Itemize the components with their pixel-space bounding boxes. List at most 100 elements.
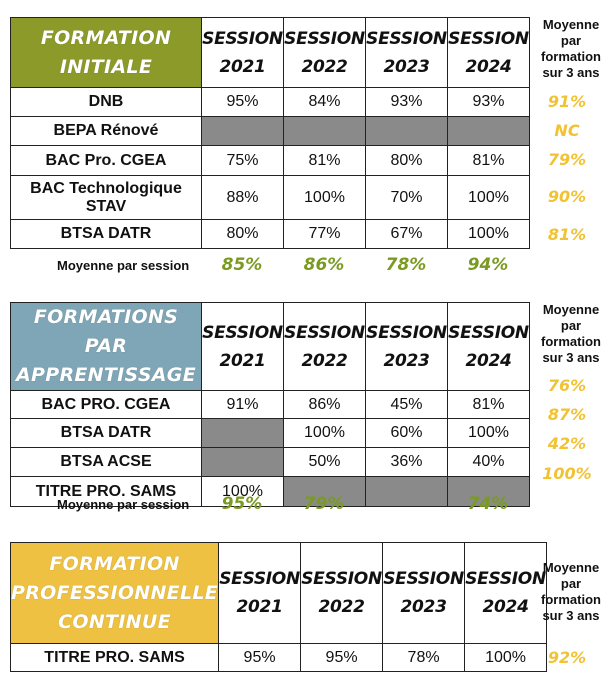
cell-value: 67% bbox=[365, 219, 448, 249]
session-year: 2024 bbox=[465, 350, 512, 371]
header-session-2024: SESSION 2024 bbox=[447, 17, 530, 88]
title-line: APPRENTISSAGE bbox=[16, 364, 196, 386]
empty-cell bbox=[365, 476, 448, 507]
title-line: FORMATIONS PAR bbox=[33, 306, 179, 357]
session-label: SESSION bbox=[219, 569, 300, 589]
session-year: 2024 bbox=[482, 597, 529, 617]
cell-value: 91% bbox=[201, 390, 284, 419]
cell-value: 80% bbox=[201, 219, 284, 249]
header-session-2022: SESSION 2022 bbox=[283, 17, 366, 88]
table-row: TITRE PRO. SAMS 100% bbox=[10, 476, 530, 507]
empty-cell bbox=[447, 476, 530, 507]
session-label: SESSION bbox=[448, 322, 529, 343]
cell-value: 80% bbox=[365, 145, 448, 176]
row-label-line: BAC Technologique bbox=[30, 179, 182, 197]
session-year: 2023 bbox=[383, 56, 430, 77]
session-average: 79% bbox=[303, 494, 345, 514]
cell-value: 75% bbox=[201, 145, 284, 176]
cell-value: 77% bbox=[283, 219, 366, 249]
session-year: 2021 bbox=[236, 597, 283, 617]
cell-value: 93% bbox=[365, 87, 448, 117]
cell-value: 86% bbox=[283, 390, 366, 419]
row-label: TITRE PRO. SAMS bbox=[9, 643, 220, 672]
session-average: 95% bbox=[221, 494, 263, 514]
table-row: BAC Technologique STAV 88% 100% 70% 100% bbox=[10, 175, 530, 220]
header-session-2021: SESSION 2021 bbox=[201, 302, 284, 391]
title-line: FORMATION bbox=[40, 26, 172, 49]
table-formation-continue: FORMATION PROFESSIONNELLE CONTINUE SESSI… bbox=[9, 542, 548, 672]
session-average: 94% bbox=[467, 255, 509, 275]
session-label: SESSION bbox=[366, 322, 447, 343]
session-label: SESSION bbox=[465, 569, 546, 589]
header-session-2023: SESSION 2023 bbox=[365, 17, 448, 88]
row-label: DNB bbox=[10, 87, 202, 117]
row-label: BTSA DATR bbox=[10, 219, 202, 249]
session-year: 2022 bbox=[301, 350, 348, 371]
cell-value: 95% bbox=[201, 87, 284, 117]
formation-average: 90% bbox=[547, 187, 587, 206]
empty-cell bbox=[201, 116, 284, 146]
row-label: BAC Pro. CGEA bbox=[10, 145, 202, 176]
avg-header-line: par bbox=[560, 576, 582, 591]
row-label: TITRE PRO. SAMS bbox=[10, 476, 202, 507]
cell-value: 78% bbox=[382, 643, 466, 672]
header-session-2022: SESSION 2022 bbox=[300, 542, 384, 644]
header-session-2022: SESSION 2022 bbox=[283, 302, 366, 391]
table-row: BAC PRO. CGEA 91% 86% 45% 81% bbox=[10, 390, 530, 419]
row-label: BTSA ACSE bbox=[10, 447, 202, 477]
avg-header-line: par bbox=[560, 318, 582, 333]
session-label: SESSION bbox=[383, 569, 464, 589]
title-line: FORMATION bbox=[49, 552, 180, 575]
session-year: 2021 bbox=[219, 56, 266, 77]
session-label: SESSION bbox=[301, 569, 382, 589]
cell-value: 88% bbox=[201, 175, 284, 220]
session-label: SESSION bbox=[202, 28, 283, 49]
header-session-2023: SESSION 2023 bbox=[365, 302, 448, 391]
formation-average: 87% bbox=[547, 405, 587, 424]
session-year: 2022 bbox=[318, 597, 365, 617]
avg-header-line: Moyenne bbox=[542, 302, 600, 317]
table-row: BAC Pro. CGEA 75% 81% 80% 81% bbox=[10, 145, 530, 176]
session-average: 86% bbox=[303, 255, 345, 275]
cell-value: 81% bbox=[447, 390, 530, 419]
empty-cell bbox=[447, 116, 530, 146]
header-formation-continue: FORMATION PROFESSIONNELLE CONTINUE bbox=[9, 542, 220, 644]
cell-value: 93% bbox=[447, 87, 530, 117]
header-formation-initiale: FORMATION INITIALE bbox=[10, 17, 202, 88]
formation-average: NC bbox=[554, 121, 580, 140]
avg-header-line: sur 3 ans bbox=[542, 350, 600, 365]
row-label: BAC Technologique STAV bbox=[10, 175, 202, 220]
row-label-line: STAV bbox=[85, 197, 127, 215]
title-line: INITIALE bbox=[59, 55, 153, 78]
session-average: 78% bbox=[385, 255, 427, 275]
avg-header-line: par bbox=[560, 33, 582, 48]
cell-value: 84% bbox=[283, 87, 366, 117]
cell-value: 100% bbox=[283, 418, 366, 448]
header-session-2023: SESSION 2023 bbox=[382, 542, 466, 644]
header-session-2024: SESSION 2024 bbox=[464, 542, 548, 644]
empty-cell bbox=[201, 418, 284, 448]
session-year: 2023 bbox=[400, 597, 447, 617]
session-label: SESSION bbox=[202, 322, 283, 343]
cell-value: 50% bbox=[283, 447, 366, 477]
session-label: SESSION bbox=[366, 28, 447, 49]
cell-value: 40% bbox=[447, 447, 530, 477]
session-label: SESSION bbox=[448, 28, 529, 49]
table-row: BEPA Rénové bbox=[10, 116, 530, 146]
table-formation-initiale: FORMATION INITIALE SESSION 2021 SESSION 20… bbox=[10, 17, 530, 249]
avg-header: Moyenne par formation sur 3 ans bbox=[532, 302, 610, 366]
cell-value: 100% bbox=[464, 643, 548, 672]
cell-value: 95% bbox=[218, 643, 302, 672]
formation-average: 100% bbox=[542, 464, 592, 483]
cell-value: 100% bbox=[201, 476, 284, 507]
cell-value: 95% bbox=[300, 643, 384, 672]
header-session-2024: SESSION 2024 bbox=[447, 302, 530, 391]
table-row: BTSA DATR 80% 77% 67% 100% bbox=[10, 219, 530, 249]
row-label: BTSA DATR bbox=[10, 418, 202, 448]
formation-average: 76% bbox=[547, 376, 587, 395]
session-label: SESSION bbox=[284, 28, 365, 49]
cell-value: 36% bbox=[365, 447, 448, 477]
cell-value: 100% bbox=[447, 175, 530, 220]
avg-header-line: formation bbox=[541, 49, 601, 64]
session-year: 2023 bbox=[383, 350, 430, 371]
